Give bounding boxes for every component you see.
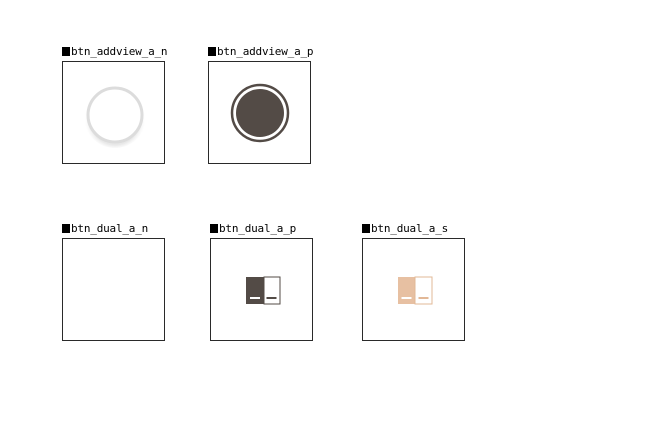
asset-name: btn_dual_a_p (219, 222, 297, 235)
asset-label: btn_addview_a_n (62, 45, 168, 59)
addview-pressed-button-icon (230, 83, 290, 143)
asset-preview-frame (208, 61, 311, 164)
asset-name: btn_addview_a_n (71, 45, 168, 58)
asset-label: btn_dual_a_s (362, 222, 448, 236)
label-marker-icon (208, 47, 216, 56)
asset-label: btn_dual_a_n (62, 222, 148, 236)
asset-preview-frame (62, 61, 165, 164)
label-marker-icon (362, 224, 370, 233)
addview-normal-button-icon (84, 86, 146, 148)
label-marker-icon (210, 224, 218, 233)
label-marker-icon (62, 224, 70, 233)
asset-label: btn_addview_a_p (208, 45, 314, 59)
dual-camera-pressed-icon (246, 276, 281, 305)
asset-preview-frame (62, 238, 165, 341)
asset-preview-frame (210, 238, 313, 341)
asset-name: btn_dual_a_n (71, 222, 149, 235)
label-marker-icon (62, 47, 70, 56)
asset-name: btn_dual_a_s (371, 222, 449, 235)
dual-camera-selected-icon (398, 276, 433, 305)
asset-label: btn_dual_a_p (210, 222, 296, 236)
asset-preview-frame (362, 238, 465, 341)
asset-name: btn_addview_a_p (217, 45, 314, 58)
